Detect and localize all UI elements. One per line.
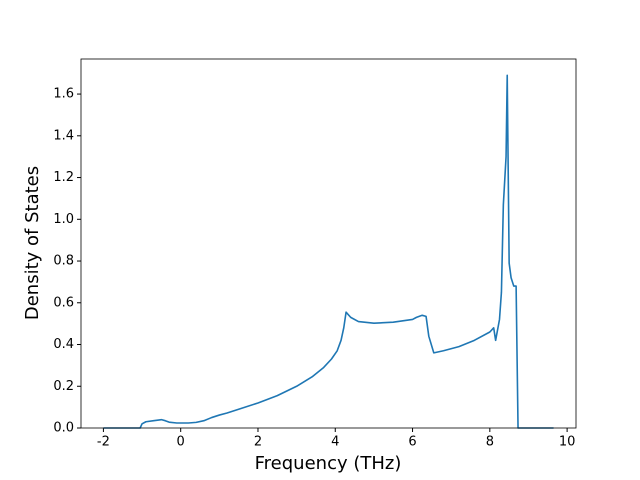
y-tick-label: 1.6 — [53, 87, 74, 102]
line-series — [103, 74, 554, 429]
y-tick-label: 0.2 — [53, 379, 74, 394]
y-tick-label: 1.4 — [53, 128, 74, 143]
y-tick-label: 1.2 — [53, 170, 74, 185]
y-tick-label: 0.8 — [53, 254, 74, 269]
x-axis-label: Frequency (THz) — [255, 453, 402, 474]
y-tick-label: 0.6 — [53, 295, 74, 310]
y-tick-label: 0.4 — [53, 337, 74, 352]
x-tick-label: 10 — [559, 435, 576, 450]
plot-frame — [80, 58, 577, 429]
x-tick-label: 4 — [331, 435, 339, 450]
x-tick-label: 2 — [254, 435, 262, 450]
x-tick-label: 6 — [408, 435, 416, 450]
y-tick-label: 1.0 — [53, 212, 74, 227]
x-tick-label: 0 — [177, 435, 185, 450]
x-tick-label: 8 — [486, 435, 494, 450]
x-tick-label: -2 — [97, 435, 110, 450]
y-axis-label: Density of States — [22, 166, 43, 320]
y-tick-label: 0.0 — [53, 421, 74, 436]
